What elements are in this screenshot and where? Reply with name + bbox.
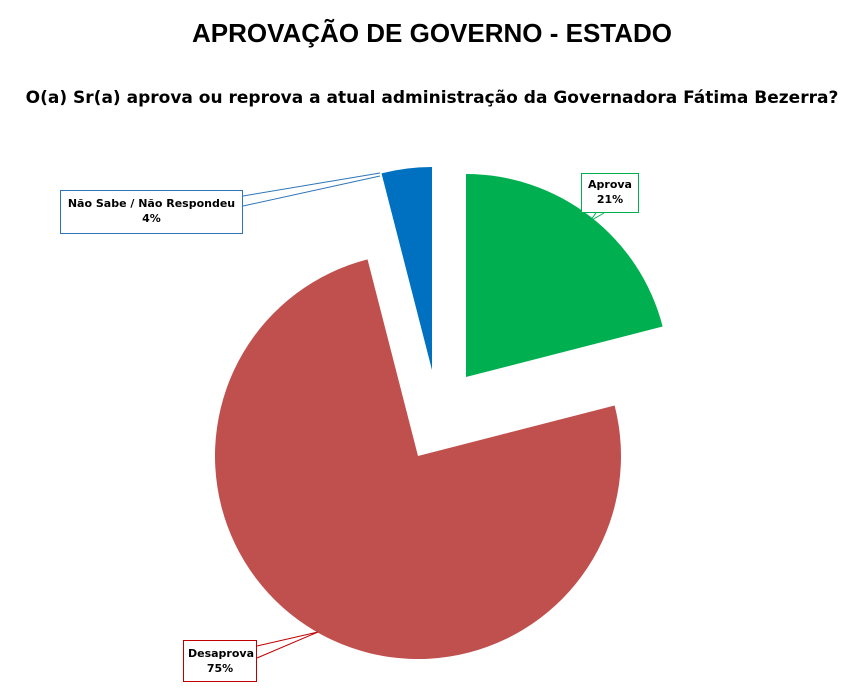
slice-nao-sabe (381, 167, 432, 370)
leader-line-nao-sabe (242, 172, 381, 197)
chart-subtitle: O(a) Sr(a) aprova ou reprova a atual adm… (25, 88, 839, 108)
slice-value-aprova: 21% (596, 193, 624, 206)
slice-value-desaprova: 75% (206, 662, 234, 675)
slice-label-desaprova: Desaprova (188, 647, 255, 660)
leader-line-desaprova (256, 631, 319, 659)
slice-label-aprova: Aprova (588, 178, 632, 191)
slice-desaprova (214, 259, 621, 660)
slice-value-nao-sabe: 4% (142, 212, 161, 225)
callout-nao-sabe: Não Sabe / Não Respondeu 4% (60, 190, 243, 234)
leader-line-nao-sabe (242, 175, 381, 207)
callout-aprova: Aprova 21% (581, 173, 639, 213)
leader-line-aprova (589, 212, 605, 222)
slice-aprova (466, 174, 663, 377)
callout-desaprova: Desaprova 75% (183, 640, 257, 682)
slice-label-nao-sabe: Não Sabe / Não Respondeu (67, 197, 236, 210)
chart-title: APROVAÇÃO DE GOVERNO - ESTADO (191, 18, 673, 48)
